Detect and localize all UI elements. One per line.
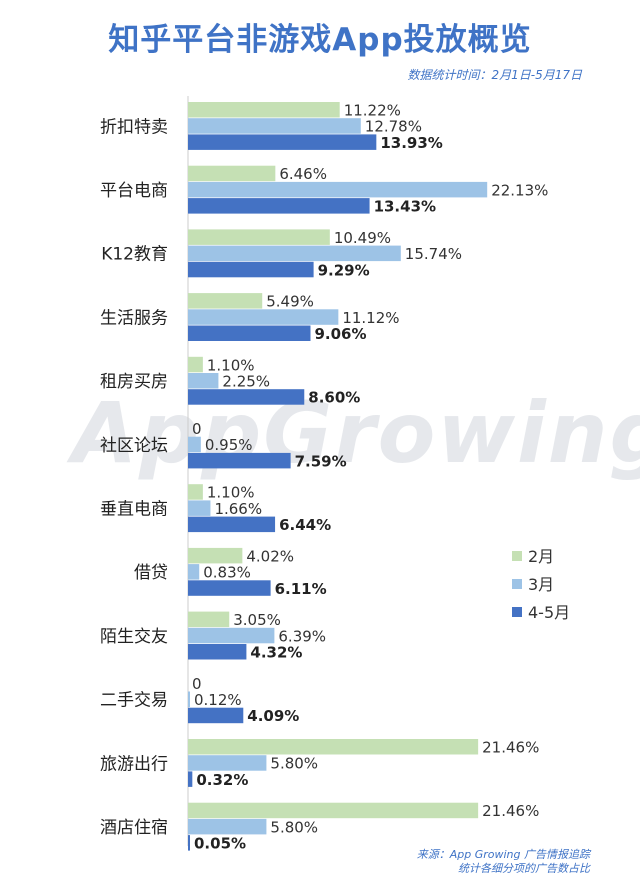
bar-mar bbox=[188, 245, 401, 262]
data-label: 22.13% bbox=[491, 181, 548, 199]
data-label: 1.10% bbox=[207, 484, 255, 502]
data-label: 10.49% bbox=[334, 229, 391, 247]
bar-mar bbox=[188, 691, 190, 707]
data-label: 0.12% bbox=[194, 691, 242, 709]
bar-mar bbox=[188, 436, 201, 453]
bar-feb bbox=[188, 484, 203, 500]
bar-aprmay bbox=[188, 198, 370, 214]
bar-aprmay bbox=[188, 835, 190, 851]
bar-mar bbox=[188, 373, 219, 389]
bar-feb bbox=[188, 611, 230, 628]
legend-swatch bbox=[512, 607, 522, 617]
bar-aprmay bbox=[188, 644, 247, 660]
bar-mar bbox=[188, 564, 200, 580]
data-label: 4.02% bbox=[246, 547, 294, 565]
category-label: 垂直电商 bbox=[100, 500, 168, 520]
source-line-1: 来源：App Growing 广告情报追踪 bbox=[416, 848, 590, 861]
legend-label: 2月 bbox=[528, 547, 554, 566]
legend-swatch bbox=[512, 551, 522, 561]
bar-aprmay bbox=[188, 389, 305, 405]
category-label: 社区论坛 bbox=[100, 436, 168, 456]
data-label: 0.32% bbox=[196, 771, 248, 789]
bar-aprmay bbox=[188, 452, 291, 469]
category-label: 借贷 bbox=[134, 563, 168, 583]
chart-title: 知乎平台非游戏App投放概览 bbox=[108, 22, 532, 58]
bar-mar bbox=[188, 755, 267, 771]
data-label: 21.46% bbox=[482, 739, 539, 757]
data-label: 5.80% bbox=[270, 755, 318, 773]
source-note: 来源：App Growing 广告情报追踪 统计各细分项的广告数占比 bbox=[417, 848, 590, 876]
data-label: 13.43% bbox=[374, 198, 436, 216]
bar-mar bbox=[188, 181, 488, 198]
category-label: 平台电商 bbox=[100, 181, 168, 201]
category-label: 生活服务 bbox=[100, 308, 168, 328]
bar-feb bbox=[188, 802, 479, 819]
data-label: 5.49% bbox=[266, 293, 314, 311]
category-label: 租房买房 bbox=[100, 372, 168, 392]
bar-aprmay bbox=[188, 261, 314, 278]
data-label: 0 bbox=[192, 675, 202, 693]
data-label: 0.95% bbox=[205, 436, 253, 454]
data-label: 4.32% bbox=[250, 644, 302, 662]
data-label: 0.83% bbox=[203, 564, 251, 582]
legend-label: 4-5月 bbox=[528, 603, 570, 622]
bar-feb bbox=[188, 739, 479, 755]
category-label: K12教育 bbox=[101, 245, 168, 265]
data-label: 9.29% bbox=[318, 261, 370, 279]
data-label: 6.46% bbox=[279, 165, 327, 183]
watermark: AppGrowing bbox=[72, 384, 640, 482]
bar-mar bbox=[188, 118, 361, 134]
data-label: 11.22% bbox=[344, 102, 401, 120]
category-label: 二手交易 bbox=[100, 691, 168, 711]
data-label: 9.06% bbox=[314, 325, 366, 343]
bar-feb bbox=[188, 356, 203, 373]
legend-label: 3月 bbox=[528, 575, 554, 594]
category-label: 陌生交友 bbox=[100, 627, 168, 647]
data-label: 6.44% bbox=[279, 516, 331, 534]
category-label: 折扣特卖 bbox=[100, 117, 168, 137]
bar-feb bbox=[188, 165, 276, 182]
data-label: 1.66% bbox=[214, 500, 262, 518]
data-label: 4.09% bbox=[247, 707, 299, 725]
data-label: 0 bbox=[192, 420, 202, 438]
data-label: 6.11% bbox=[275, 580, 327, 598]
data-label: 2.25% bbox=[222, 373, 270, 391]
category-label: 酒店住宿 bbox=[100, 818, 168, 838]
data-label: 6.39% bbox=[278, 627, 326, 645]
bar-mar bbox=[188, 818, 267, 835]
data-label: 11.12% bbox=[342, 309, 399, 327]
bar-mar bbox=[188, 500, 211, 516]
data-label: 7.59% bbox=[295, 452, 347, 470]
bar-aprmay bbox=[188, 771, 193, 787]
data-label: 13.93% bbox=[380, 134, 442, 152]
bar-feb bbox=[188, 102, 340, 118]
bar-feb bbox=[188, 229, 330, 245]
data-label: 5.80% bbox=[270, 818, 318, 836]
data-label: 8.60% bbox=[308, 389, 360, 407]
data-label: 3.05% bbox=[233, 611, 281, 629]
bar-aprmay bbox=[188, 325, 311, 341]
category-label: 旅游出行 bbox=[100, 754, 168, 774]
data-label: 0.05% bbox=[194, 835, 246, 853]
data-label: 1.10% bbox=[207, 356, 255, 374]
legend-swatch bbox=[512, 579, 522, 589]
bar-feb bbox=[188, 547, 243, 564]
data-label: 12.78% bbox=[365, 118, 422, 136]
data-label: 21.46% bbox=[482, 802, 539, 820]
chart-subtitle: 数据统计时间：2月1日-5月17日 bbox=[407, 68, 582, 82]
bar-aprmay bbox=[188, 134, 377, 150]
bar-aprmay bbox=[188, 707, 244, 724]
bar-mar bbox=[188, 627, 275, 644]
data-label: 15.74% bbox=[405, 245, 462, 263]
bar-aprmay bbox=[188, 580, 271, 596]
bar-mar bbox=[188, 309, 339, 325]
source-line-2: 统计各细分项的广告数占比 bbox=[458, 862, 590, 875]
bar-aprmay bbox=[188, 516, 276, 533]
bar-feb bbox=[188, 293, 263, 309]
